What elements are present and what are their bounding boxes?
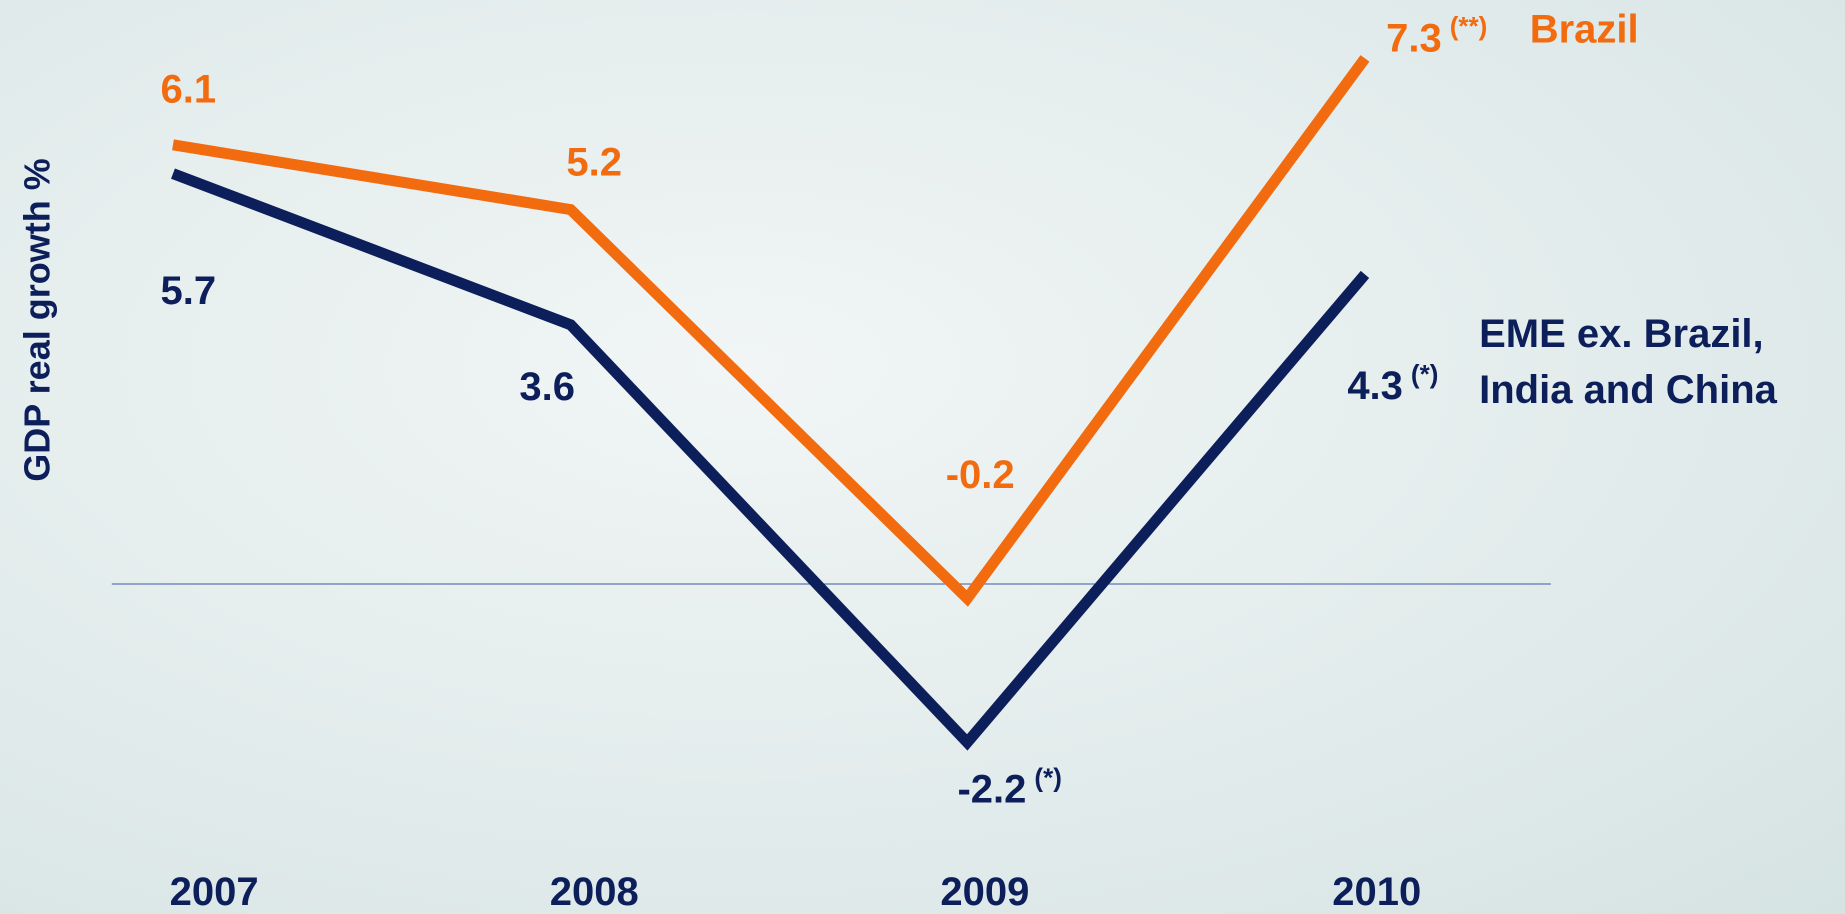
- footnote-mark: (*): [1411, 359, 1438, 389]
- series-line: [173, 174, 1365, 743]
- value-label: 3.6: [519, 365, 575, 409]
- legend-label: EME ex. Brazil, India and China: [1479, 306, 1845, 418]
- legend-label: Brazil: [1530, 7, 1639, 51]
- series-line: [173, 58, 1365, 598]
- value-label: -2.2: [957, 767, 1026, 811]
- value-label: 5.2: [566, 140, 622, 184]
- x-tick-label: 2010: [1332, 870, 1421, 914]
- value-label: 7.3: [1386, 16, 1442, 60]
- value-label: 6.1: [160, 67, 216, 111]
- slide: GDP real growth % 2007 2008 2009 2010 6.1 5.2…: [0, 0, 1845, 914]
- footnote-mark: (*): [1034, 762, 1061, 792]
- x-tick-label: 2007: [170, 870, 259, 914]
- x-tick-label: 2008: [550, 870, 639, 914]
- value-label: 4.3: [1347, 364, 1403, 408]
- chart: GDP real growth % 2007 2008 2009 2010 6.1 5.2…: [0, 0, 1845, 914]
- value-label: 5.7: [160, 269, 216, 313]
- y-axis-label: GDP real growth %: [17, 158, 58, 481]
- footnote-mark: (**): [1450, 11, 1488, 41]
- x-tick-label: 2009: [940, 870, 1029, 914]
- value-label: -0.2: [946, 453, 1015, 497]
